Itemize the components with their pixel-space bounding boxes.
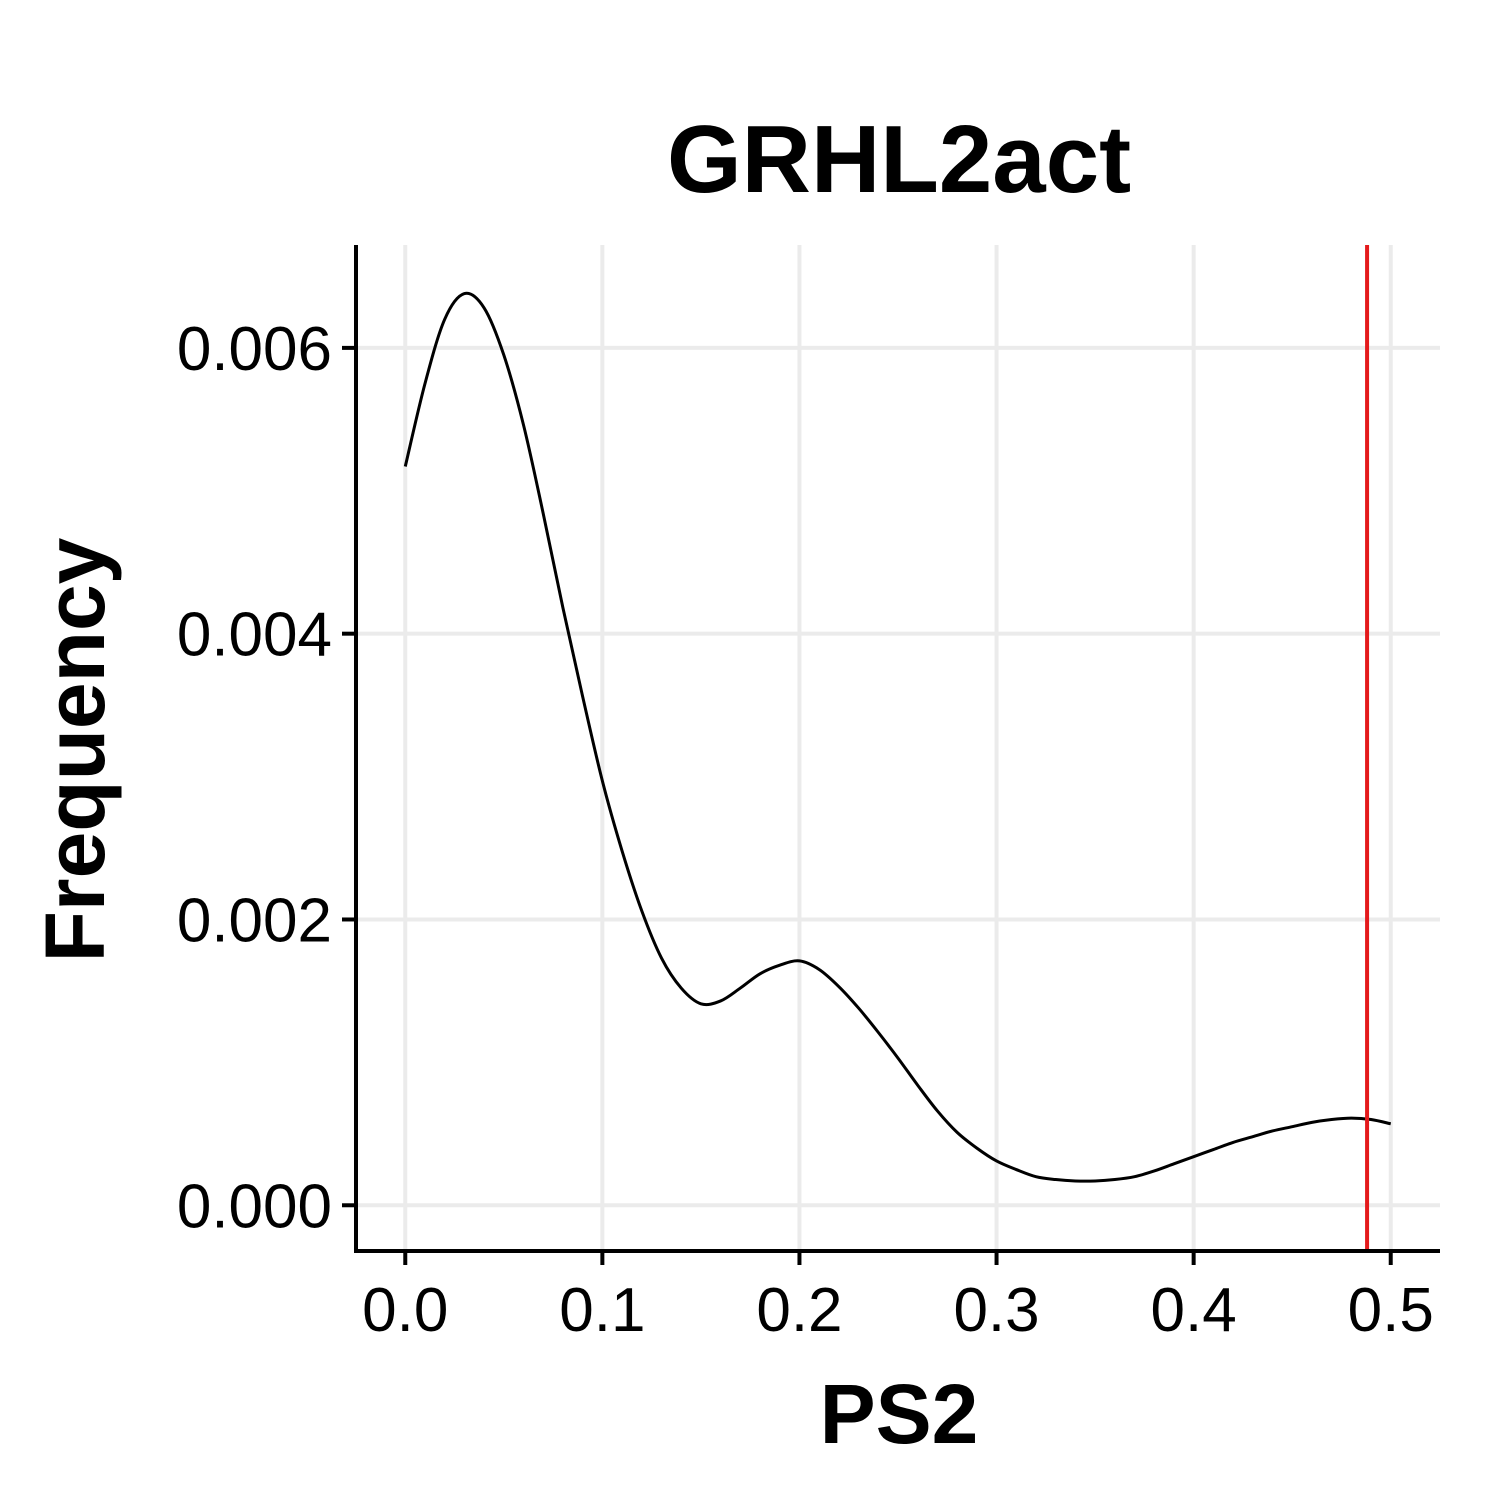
density-curve-0 (403, 291, 1392, 1183)
y-tick-label-2: 0.004 (177, 601, 332, 670)
x-axis-title: PS2 (820, 1367, 979, 1461)
grid-lines (356, 245, 1440, 1251)
axes (342, 245, 1440, 1265)
y-tick-label-1: 0.002 (177, 886, 332, 955)
x-tick-label-4: 0.4 (1151, 1276, 1237, 1345)
chart-title: GRHL2act (667, 106, 1131, 213)
series-layer (403, 245, 1392, 1251)
y-tick-label-0: 0.000 (177, 1172, 332, 1241)
x-tick-label-0: 0.0 (362, 1276, 448, 1345)
tick-labels: 0.0 0.1 0.2 0.3 0.4 0.5 0.000 0.002 0.004 0.006 (177, 315, 1434, 1345)
y-tick-label-3: 0.006 (177, 315, 332, 384)
x-tick-label-1: 0.1 (559, 1276, 645, 1345)
x-tick-label-2: 0.2 (756, 1276, 842, 1345)
x-tick-label-5: 0.5 (1348, 1276, 1434, 1345)
x-tick-label-3: 0.3 (953, 1276, 1039, 1345)
y-axis-title: Frequency (28, 537, 122, 962)
